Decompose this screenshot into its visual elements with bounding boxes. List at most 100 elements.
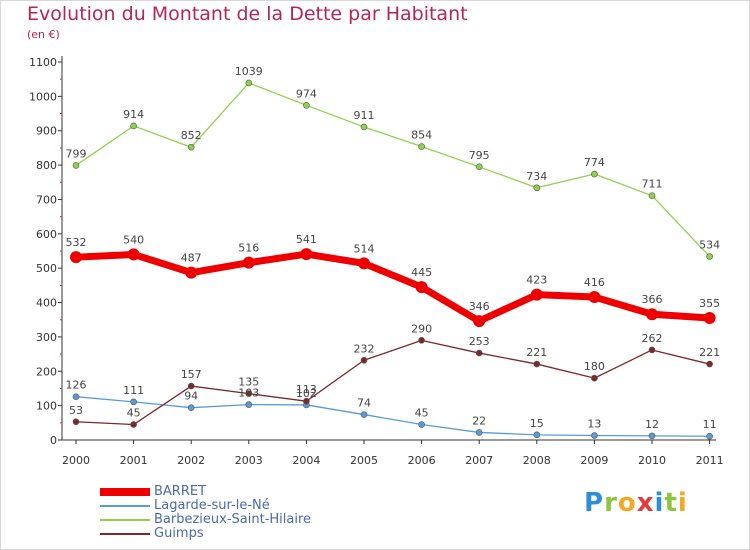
data-point (187, 404, 195, 411)
data-label: 799 (66, 147, 87, 160)
data-label: 22 (472, 414, 486, 427)
data-label: 94 (184, 390, 198, 403)
data-point (648, 432, 656, 440)
data-point (242, 256, 255, 269)
x-tick-label: 2006 (408, 454, 436, 467)
y-tick-label: 100 (36, 400, 57, 413)
data-label: 514 (354, 242, 375, 255)
data-point (418, 337, 425, 344)
legend-swatch (100, 533, 150, 535)
data-label: 541 (296, 233, 317, 246)
data-label: 445 (411, 266, 432, 279)
y-tick-label: 500 (36, 262, 57, 275)
logo-letter: r (604, 488, 618, 518)
series-lines (75, 82, 711, 437)
y-tick-label: 300 (36, 331, 57, 344)
data-label: 262 (642, 332, 663, 345)
data-label: 974 (296, 87, 317, 100)
chart-title: Evolution du Montant de la Dette par Hab… (27, 3, 468, 25)
data-point (415, 281, 428, 294)
data-label: 221 (526, 346, 547, 359)
data-point (187, 143, 195, 151)
data-point (127, 248, 140, 261)
data-point (591, 432, 598, 439)
data-label: 516 (238, 242, 259, 255)
data-point (703, 312, 716, 325)
data-point (360, 411, 368, 418)
axes (61, 56, 716, 441)
data-label: 253 (469, 335, 490, 348)
data-label: 1039 (235, 65, 263, 78)
data-label: 532 (66, 236, 87, 249)
y-axis-ticks: 0 100 200 300 400 500 600 700 800 900 1000 1100 (29, 56, 62, 447)
x-tick-label: 2001 (120, 454, 148, 467)
data-label: 135 (238, 376, 259, 389)
legend-label: Guimps (154, 526, 204, 541)
data-point (303, 397, 310, 405)
logo-letter: P (584, 488, 605, 518)
data-point (245, 79, 253, 87)
data-label: 74 (357, 397, 371, 410)
chart-subtitle: (en €) (27, 28, 60, 41)
y-tick-label: 1000 (29, 90, 57, 103)
line-chart: 0 100 200 300 400 500 600 700 800 900 1000 1100 200… (29, 56, 724, 467)
data-label: 53 (69, 404, 83, 417)
data-point (303, 101, 310, 109)
data-label: 15 (530, 417, 544, 430)
data-point (475, 429, 483, 436)
legend-swatch (100, 505, 150, 507)
data-point (706, 432, 713, 440)
data-point (72, 162, 80, 169)
data-label: 12 (645, 418, 659, 431)
data-label: 157 (181, 368, 202, 381)
data-point (646, 308, 658, 321)
legend: BARRET Lagarde-sur-le-Né Barbezieux-Saint-… (100, 485, 311, 541)
data-label: 734 (526, 170, 547, 183)
data-label: 11 (703, 418, 717, 431)
data-point (648, 346, 656, 354)
proxiti-logo: Proxiti (584, 488, 688, 518)
data-label: 487 (181, 252, 202, 265)
legend-item: Lagarde-sur-le-Né (100, 499, 311, 513)
data-label: 103 (238, 387, 259, 400)
legend-label: Barbezieux-Saint-Hilaire (154, 512, 312, 527)
data-point (475, 349, 483, 357)
data-point (130, 398, 137, 406)
data-point (187, 382, 195, 390)
data-label: 416 (584, 276, 605, 289)
data-point (185, 266, 198, 279)
data-point (300, 248, 313, 261)
data-label: 534 (699, 238, 720, 251)
data-label: 854 (411, 129, 432, 142)
x-tick-label: 2009 (580, 454, 608, 467)
legend-item: Barbezieux-Saint-Hilaire (100, 513, 311, 527)
data-point (533, 184, 541, 192)
logo-letter: o (617, 488, 637, 518)
series-line-1 (75, 396, 710, 437)
data-point (358, 257, 370, 270)
x-tick-label: 2011 (696, 454, 724, 467)
x-tick-label: 2005 (350, 454, 378, 467)
data-point (588, 291, 601, 304)
data-point (533, 431, 541, 439)
logo-letter: x (636, 488, 655, 518)
data-point (706, 360, 713, 368)
data-point (706, 253, 713, 260)
x-tick-label: 2003 (235, 454, 263, 467)
data-point (130, 421, 137, 428)
y-tick-label: 400 (36, 297, 57, 310)
data-label: 102 (296, 387, 317, 400)
series-line-0 (75, 250, 710, 325)
legend-label: BARRET (154, 484, 207, 499)
y-tick-label: 900 (36, 125, 57, 138)
y-tick-label: 800 (36, 159, 57, 172)
legend-item: BARRET (100, 485, 311, 499)
data-point (360, 123, 368, 131)
legend-item: Guimps (100, 527, 311, 541)
data-point (418, 143, 425, 150)
legend-swatch (100, 488, 150, 496)
data-label: 423 (526, 274, 547, 287)
x-tick-label: 2000 (62, 454, 90, 467)
data-point (72, 393, 80, 401)
